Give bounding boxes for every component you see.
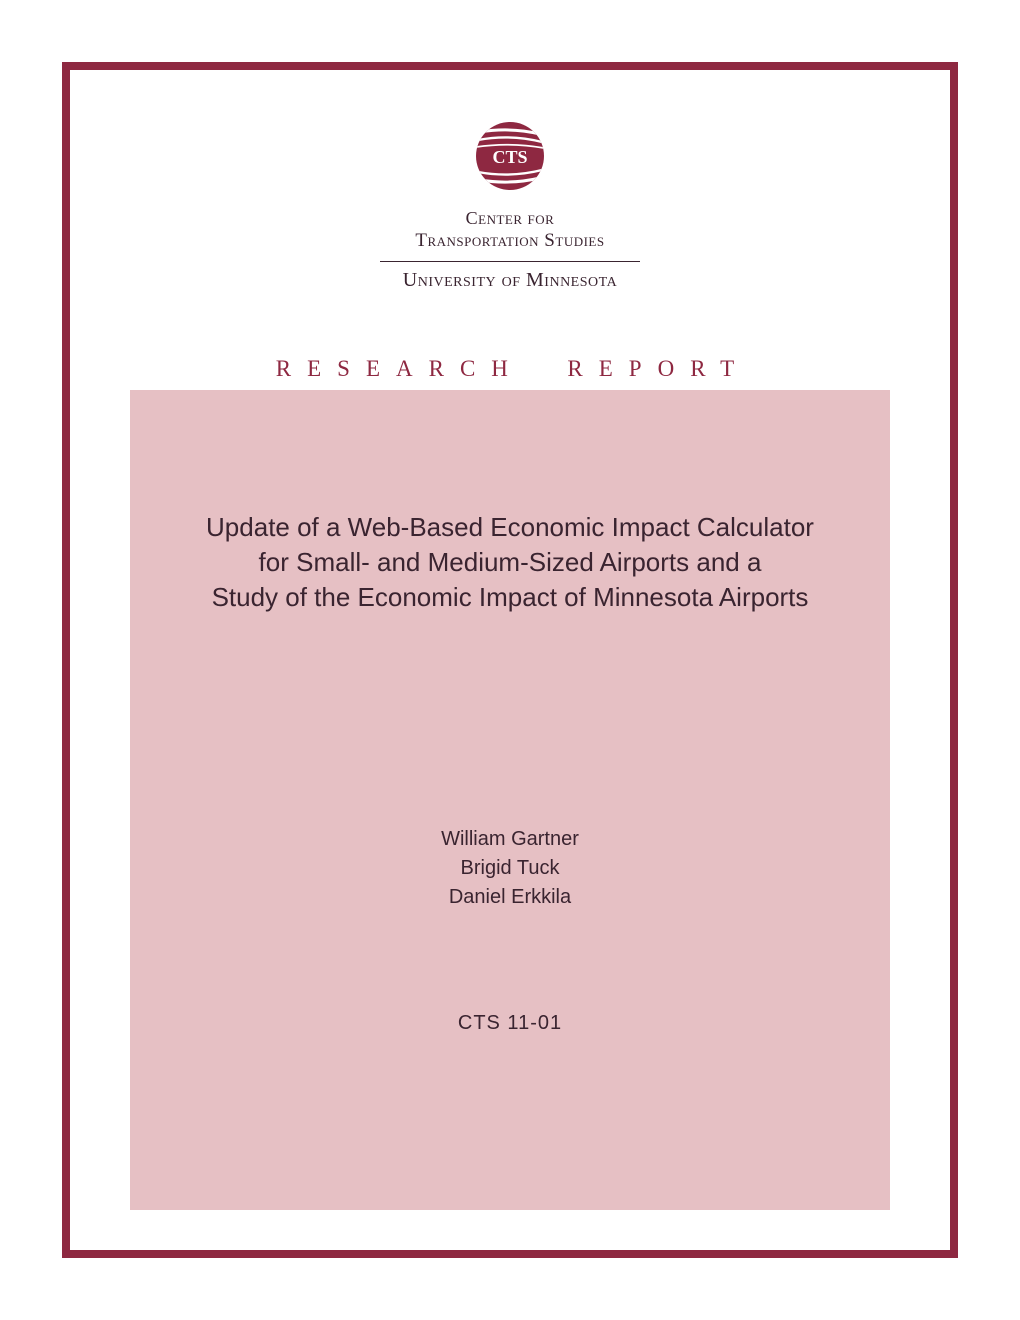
author-name: Brigid Tuck [441,854,579,883]
org-name-line2: Transportation Studies [415,230,604,252]
banner-label: RESEARCH REPORT [130,356,890,382]
author-name: Daniel Erkkila [441,883,579,912]
university-name: University of Minnesota [403,269,617,292]
author-name: William Gartner [441,825,579,854]
org-name-line1: Center for [466,208,555,229]
report-title: Update of a Web-Based Economic Impact Ca… [206,510,814,615]
authors: William Gartner Brigid Tuck Daniel Erkki… [441,825,579,912]
header-divider [380,261,640,262]
title-line: Study of the Economic Impact of Minnesot… [206,580,814,615]
report-id: CTS 11-01 [458,1012,562,1035]
logo-block: CTS Center for Transportation Studies Un… [380,120,640,292]
page: CTS Center for Transportation Studies Un… [0,0,1020,1320]
title-line: for Small- and Medium-Sized Airports and… [206,545,814,580]
border-frame: CTS Center for Transportation Studies Un… [62,62,958,1258]
title-panel: Update of a Web-Based Economic Impact Ca… [130,390,890,1210]
title-line: Update of a Web-Based Economic Impact Ca… [206,510,814,545]
cts-globe-icon: CTS [474,120,546,192]
logo-acronym: CTS [492,147,527,167]
